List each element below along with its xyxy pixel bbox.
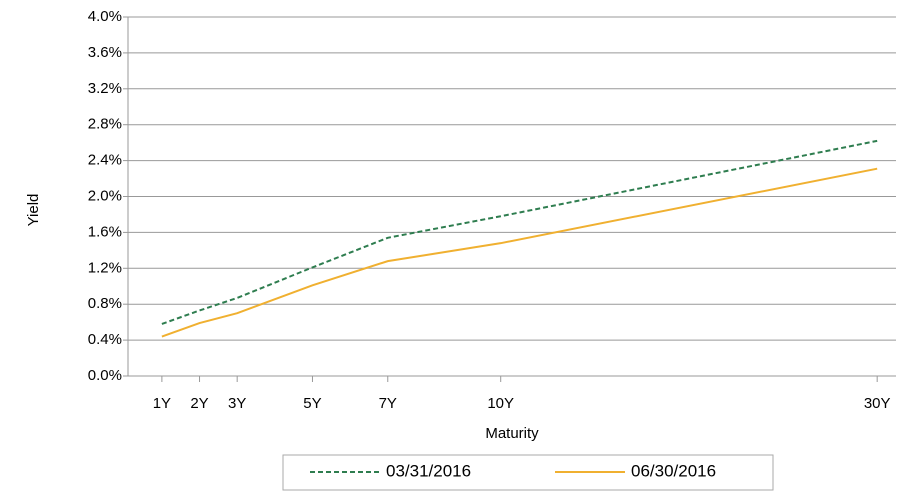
y-tick-label: 0.4% [88, 331, 122, 348]
y-tick-label: 2.0% [88, 187, 122, 204]
y-tick-label: 2.8% [88, 116, 122, 133]
y-tick-label: 1.2% [88, 259, 122, 276]
y-tick-label: 3.2% [88, 80, 122, 97]
y-axis-label: Yield [25, 194, 42, 227]
y-tick-label: 4.0% [88, 8, 122, 25]
x-tick-label: 7Y [379, 395, 397, 412]
x-axis-label: Maturity [485, 425, 539, 442]
legend-box [282, 454, 774, 491]
x-tick-label: 3Y [228, 395, 246, 412]
x-tick-label: 2Y [190, 395, 208, 412]
series-line [161, 139, 878, 325]
y-tick-label: 2.4% [88, 152, 122, 169]
y-tick-label: 1.6% [88, 223, 122, 240]
x-tick-label: 10Y [487, 395, 514, 412]
x-tick-label: 5Y [303, 395, 321, 412]
legend-label: 03/31/2016 [386, 461, 471, 480]
x-tick-label: 30Y [864, 395, 891, 412]
x-tick-label: 1Y [153, 395, 171, 412]
series-line [161, 167, 878, 338]
y-tick-label: 3.6% [88, 44, 122, 61]
legend-label: 06/30/2016 [631, 461, 716, 480]
y-tick-label: 0.0% [88, 367, 122, 384]
y-tick-label: 0.8% [88, 295, 122, 312]
